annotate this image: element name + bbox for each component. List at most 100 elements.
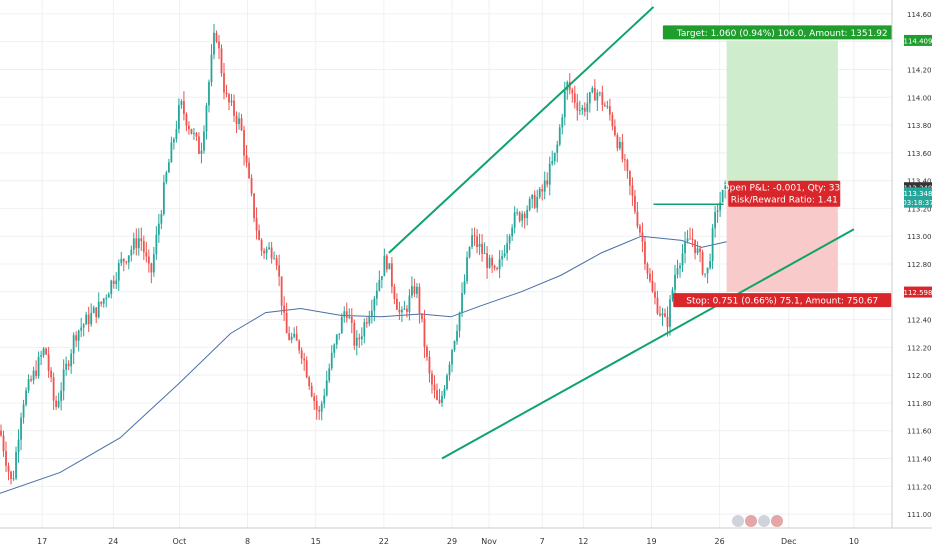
stop-label: Stop: 0.751 (0.66%) 75.1, Amount: 750.67 [673, 293, 892, 308]
moving-average [0, 235, 727, 494]
candles [0, 23, 727, 485]
candle-body [190, 129, 193, 134]
candle-body [315, 400, 318, 410]
candle-body [258, 230, 260, 240]
candle-body [649, 273, 651, 281]
x-tick-label: 10 [849, 537, 859, 546]
candle-body [323, 395, 326, 404]
candle-body [548, 163, 551, 185]
candle-body [85, 314, 88, 325]
candle-body [644, 241, 646, 264]
candle-body [298, 340, 301, 351]
candle-body [368, 316, 371, 324]
candle-body [666, 316, 669, 327]
open-pl-label: Open P&L: -0.001, Qty: 332 Risk/Reward Ra… [723, 180, 846, 207]
candle-body [581, 107, 584, 110]
candle-body [363, 322, 366, 337]
candle-body [686, 238, 689, 241]
candle-body [172, 139, 175, 143]
candle-body [473, 235, 476, 237]
candle-body [295, 333, 298, 341]
candle-body [243, 130, 245, 156]
candle-body [528, 198, 531, 210]
x-tick-label: Dec [781, 537, 796, 546]
candle-body [426, 346, 428, 357]
candle-body [45, 348, 48, 355]
price-axis-bg[interactable] [892, 0, 932, 550]
candle-body [230, 100, 233, 103]
candle-body [611, 114, 614, 127]
x-tick-label: Nov [481, 537, 497, 546]
candle-body [328, 368, 331, 381]
y-tick-label: 113.400 [907, 178, 932, 186]
target-zone[interactable] [726, 40, 838, 188]
candle-body [60, 390, 63, 401]
candle-body [348, 316, 351, 318]
candle-body [664, 313, 666, 317]
candle-body [721, 190, 724, 203]
candle-body [390, 263, 393, 287]
candle-body [416, 286, 418, 294]
candle-body [618, 141, 621, 149]
x-tick-label: 24 [108, 537, 118, 546]
candle-body [355, 337, 358, 346]
candle-body [358, 337, 361, 340]
trendlines[interactable] [388, 6, 855, 460]
y-tick-label: 114.600 [907, 11, 932, 19]
candle-body [87, 314, 90, 325]
candle-body [57, 400, 60, 407]
candle-body [80, 327, 83, 331]
candle-body [255, 218, 258, 231]
candle-body [378, 279, 381, 291]
candle-body [563, 90, 566, 118]
time-axis-bg[interactable] [0, 528, 932, 550]
candle-body [65, 363, 68, 370]
candle-body [641, 232, 644, 242]
candle-body [461, 293, 463, 313]
candle-body [531, 194, 534, 199]
candle-body [160, 214, 163, 224]
candle-body [385, 255, 388, 270]
candle-body [300, 350, 303, 359]
candle-body [694, 239, 696, 254]
candle-body [47, 354, 50, 371]
candle-body [15, 451, 17, 479]
candle-body [634, 195, 636, 212]
x-tick-label: Oct [172, 537, 186, 546]
candle-body [325, 380, 328, 396]
x-tick-label: 15 [311, 537, 321, 546]
target-label-text: Target: 1.060 (0.94%) 106.0, Amount: 135… [676, 29, 888, 39]
candle-body [699, 248, 701, 253]
candle-body [82, 324, 85, 328]
candle-body [40, 355, 42, 357]
y-tick-label: 113.200 [907, 205, 932, 213]
axis-ticks: 111.000 111.200 111.400 111.600 111.800 112.0… [37, 11, 932, 546]
candle-body [451, 350, 453, 365]
candle-body [30, 379, 32, 381]
candle-body [77, 330, 80, 341]
candle-body [606, 106, 609, 108]
candle-body [2, 435, 5, 452]
candle-body [238, 118, 240, 124]
candle-body [370, 310, 373, 317]
candle-body [165, 172, 168, 183]
upper-channel-line[interactable] [388, 6, 655, 254]
candle-body [67, 363, 70, 367]
candle-body [198, 136, 200, 154]
candle-body [496, 268, 499, 270]
x-tick-label: 26 [715, 537, 725, 546]
candle-body [330, 352, 333, 369]
candle-body [654, 291, 656, 298]
candle-body [155, 234, 158, 255]
position-zones[interactable] [726, 40, 838, 293]
candle-body [170, 142, 173, 163]
candle-body [130, 249, 133, 256]
candle-body [506, 243, 509, 254]
candle-body [521, 213, 524, 221]
candle-body [240, 118, 243, 131]
candle-body [621, 141, 624, 160]
y-tick-label: 113.000 [907, 233, 932, 241]
lower-channel-line[interactable] [441, 228, 855, 460]
candle-body [493, 265, 496, 269]
